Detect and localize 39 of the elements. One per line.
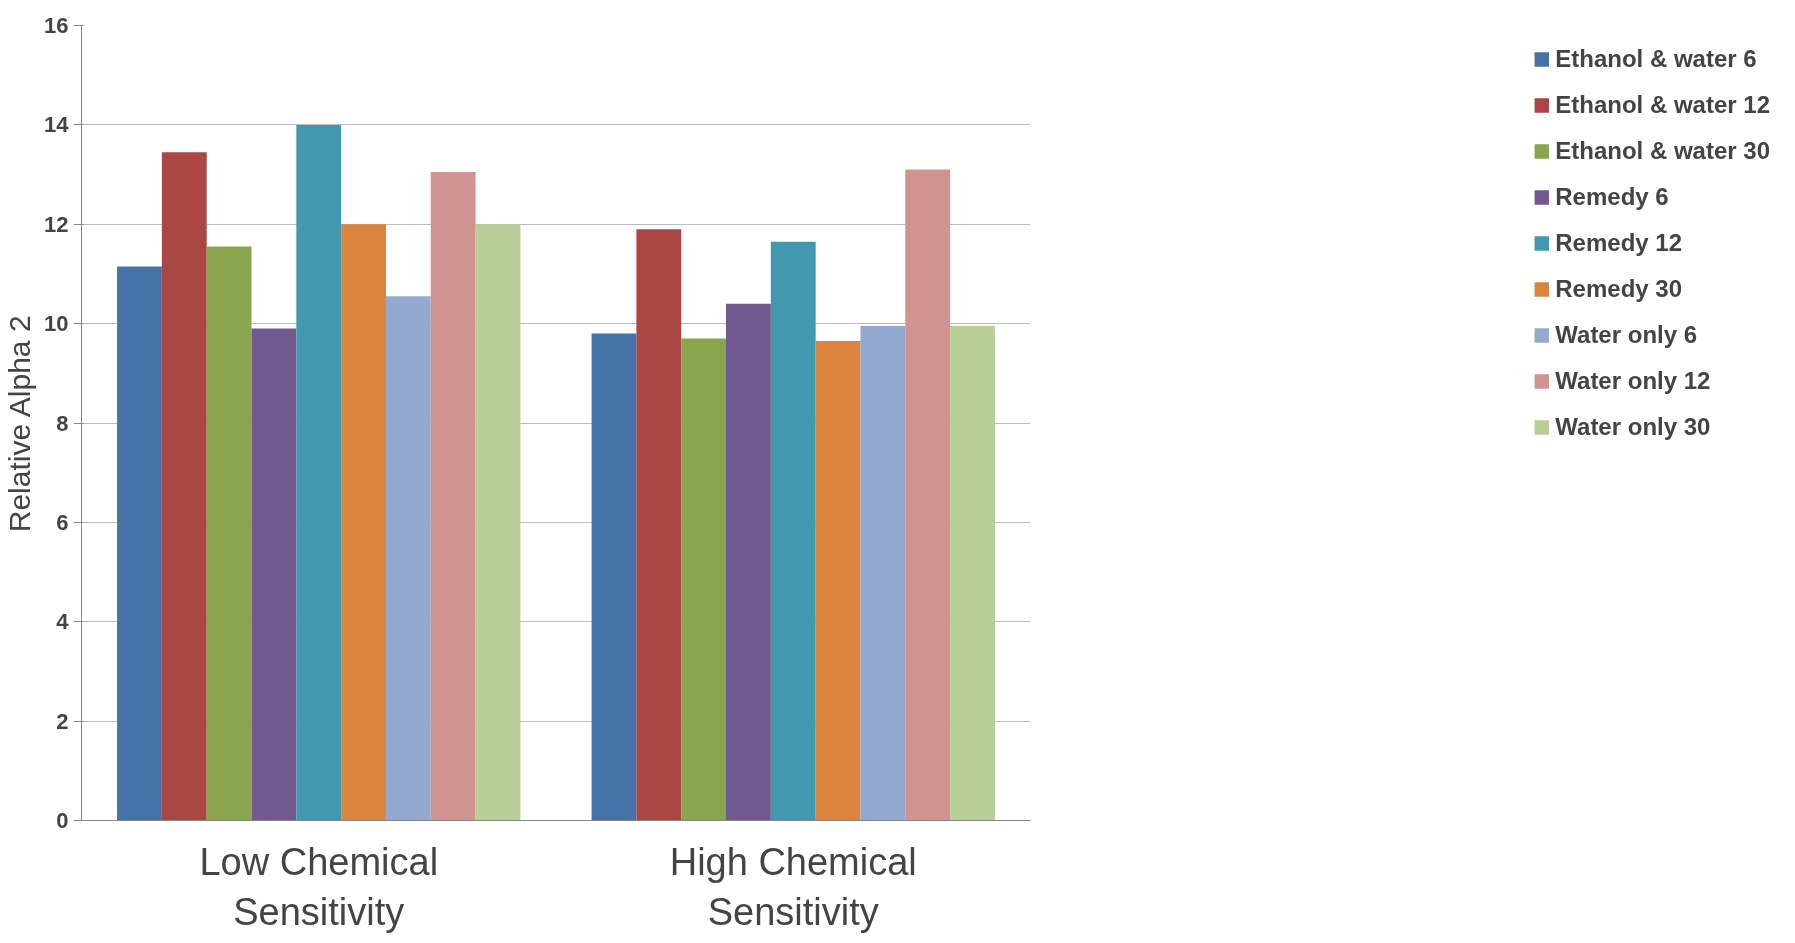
legend-label: Remedy 6 bbox=[1555, 183, 1669, 211]
bar bbox=[591, 333, 637, 821]
legend-label: Ethanol & water 30 bbox=[1555, 137, 1770, 165]
bar bbox=[251, 328, 297, 821]
y-tick-label: 12 bbox=[44, 211, 69, 237]
bar bbox=[117, 266, 162, 821]
bar bbox=[681, 338, 727, 821]
y-tick-label: 0 bbox=[56, 808, 69, 833]
bar bbox=[296, 124, 342, 821]
bar bbox=[726, 303, 771, 821]
y-tick-label: 2 bbox=[56, 708, 69, 734]
bar bbox=[860, 326, 906, 821]
legend-label: Ethanol & water 12 bbox=[1555, 91, 1770, 119]
legend-label: Ethanol & water 6 bbox=[1555, 45, 1757, 73]
y-tick-label: 16 bbox=[44, 13, 69, 38]
bar bbox=[950, 326, 995, 821]
y-tick-label: 4 bbox=[56, 609, 70, 635]
y-tick-label: 6 bbox=[56, 509, 69, 535]
bar bbox=[475, 224, 521, 821]
legend-label: Remedy 12 bbox=[1555, 229, 1683, 257]
y-axis-title: Relative Alpha 2 bbox=[3, 315, 37, 533]
bar bbox=[770, 241, 816, 821]
legend-label: Water only 6 bbox=[1555, 321, 1698, 349]
y-tick-label: 8 bbox=[56, 410, 69, 436]
bar bbox=[341, 224, 386, 821]
legend-label: Water only 12 bbox=[1555, 367, 1711, 395]
legend-label: Remedy 30 bbox=[1555, 275, 1683, 303]
bar bbox=[385, 296, 431, 821]
x-tick-label: Low Chemical Sensitivity bbox=[199, 840, 439, 933]
bar bbox=[430, 172, 476, 821]
y-tick-label: 14 bbox=[44, 112, 70, 138]
x-tick-label: High Chemical Sensitivity bbox=[669, 840, 917, 933]
bar bbox=[636, 229, 682, 821]
bar bbox=[905, 169, 951, 821]
y-tick-label: 10 bbox=[44, 311, 69, 337]
bar bbox=[815, 341, 861, 821]
bar bbox=[206, 246, 252, 821]
legend-label: Water only 30 bbox=[1555, 413, 1711, 441]
bar bbox=[161, 152, 207, 821]
